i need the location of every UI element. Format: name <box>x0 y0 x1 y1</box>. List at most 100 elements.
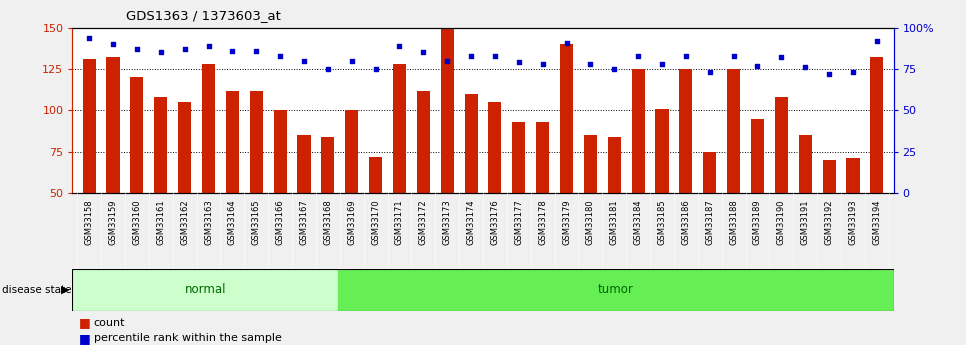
Bar <box>322 137 334 193</box>
Point <box>725 53 741 59</box>
Point <box>201 43 216 49</box>
Bar <box>632 69 644 193</box>
Text: GSM33190: GSM33190 <box>777 199 786 245</box>
Text: percentile rank within the sample: percentile rank within the sample <box>94 333 281 343</box>
Point <box>582 61 598 67</box>
Bar <box>440 28 454 193</box>
Text: GSM33188: GSM33188 <box>729 199 738 245</box>
Text: ▶: ▶ <box>61 285 70 295</box>
Bar <box>560 44 573 193</box>
Text: GSM33187: GSM33187 <box>705 199 714 245</box>
Text: tumor: tumor <box>598 283 634 296</box>
Bar <box>178 102 191 193</box>
Point <box>464 53 479 59</box>
Point <box>129 46 145 52</box>
Point <box>368 66 384 72</box>
Bar <box>345 110 358 193</box>
Text: GSM33167: GSM33167 <box>299 199 308 245</box>
Bar <box>799 135 811 193</box>
Point <box>535 61 551 67</box>
Point <box>272 53 288 59</box>
Bar <box>656 109 668 193</box>
Bar <box>338 269 894 310</box>
Point <box>774 55 789 60</box>
Text: GSM33191: GSM33191 <box>801 199 810 245</box>
Bar <box>679 69 693 193</box>
Bar <box>583 135 597 193</box>
Bar <box>703 152 717 193</box>
Point <box>415 50 431 55</box>
Point <box>487 53 502 59</box>
Bar <box>489 102 501 193</box>
Point <box>631 53 646 59</box>
Point <box>750 63 765 68</box>
Bar <box>727 69 740 193</box>
Text: GSM33163: GSM33163 <box>204 199 213 245</box>
Point <box>702 70 718 75</box>
Text: GSM33174: GSM33174 <box>467 199 475 245</box>
Point <box>821 71 837 77</box>
Text: GSM33159: GSM33159 <box>108 199 118 245</box>
Point <box>177 46 192 52</box>
Point <box>678 53 694 59</box>
Text: GSM33165: GSM33165 <box>252 199 261 245</box>
Text: disease state: disease state <box>2 285 71 295</box>
Text: GSM33181: GSM33181 <box>610 199 619 245</box>
Bar <box>751 119 764 193</box>
Text: normal: normal <box>185 283 226 296</box>
Bar <box>822 160 836 193</box>
Bar <box>369 157 383 193</box>
Text: GSM33168: GSM33168 <box>324 199 332 245</box>
Text: GSM33173: GSM33173 <box>442 199 452 245</box>
Bar <box>298 135 310 193</box>
Point <box>845 70 861 75</box>
Bar <box>775 97 788 193</box>
Point <box>153 50 168 55</box>
Text: GSM33164: GSM33164 <box>228 199 237 245</box>
Point <box>392 43 408 49</box>
Text: GSM33170: GSM33170 <box>371 199 380 245</box>
Bar <box>608 137 621 193</box>
Text: ■: ■ <box>79 316 91 329</box>
Point <box>81 35 97 40</box>
Point <box>344 58 359 63</box>
Point <box>607 66 622 72</box>
Bar <box>465 94 477 193</box>
Bar <box>870 57 883 193</box>
Text: GSM33172: GSM33172 <box>419 199 428 245</box>
Bar <box>249 90 263 193</box>
Bar <box>512 122 526 193</box>
Point <box>511 60 526 65</box>
Text: GSM33176: GSM33176 <box>491 199 499 245</box>
Text: GSM33178: GSM33178 <box>538 199 547 245</box>
Text: GSM33194: GSM33194 <box>872 199 881 245</box>
Text: GSM33161: GSM33161 <box>156 199 165 245</box>
Text: count: count <box>94 318 126 327</box>
Bar <box>72 269 338 310</box>
Text: GSM33185: GSM33185 <box>658 199 667 245</box>
Text: GSM33171: GSM33171 <box>395 199 404 245</box>
Point <box>654 61 669 67</box>
Bar <box>83 59 96 193</box>
Text: GSM33169: GSM33169 <box>347 199 356 245</box>
Text: GSM33193: GSM33193 <box>848 199 858 245</box>
Point <box>440 58 455 63</box>
Text: GSM33184: GSM33184 <box>634 199 642 245</box>
Bar <box>202 64 215 193</box>
Bar <box>155 97 167 193</box>
Point <box>248 48 264 53</box>
Bar <box>226 90 239 193</box>
Text: GSM33189: GSM33189 <box>753 199 762 245</box>
Text: GSM33177: GSM33177 <box>514 199 524 245</box>
Point <box>798 65 813 70</box>
Text: GSM33158: GSM33158 <box>85 199 94 245</box>
Bar <box>846 158 860 193</box>
Point <box>225 48 241 53</box>
Text: GSM33162: GSM33162 <box>180 199 189 245</box>
Text: GSM33180: GSM33180 <box>586 199 595 245</box>
Text: GSM33179: GSM33179 <box>562 199 571 245</box>
Text: GSM33192: GSM33192 <box>825 199 834 245</box>
Bar <box>106 57 120 193</box>
Point <box>320 66 335 72</box>
Bar <box>536 122 550 193</box>
